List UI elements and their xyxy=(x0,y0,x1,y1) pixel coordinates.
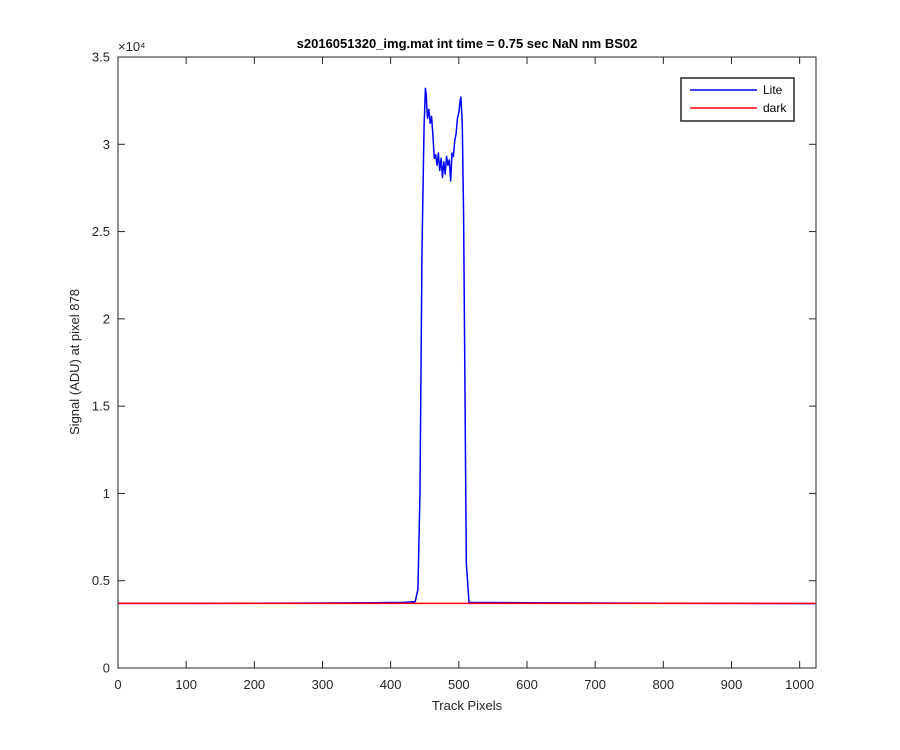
x-tick-label: 1000 xyxy=(785,677,814,692)
y-tick-label: 3 xyxy=(103,137,110,152)
y-axis-ticks: 0 0.5 1 1.5 2 2.5 3 3.5 xyxy=(92,50,816,676)
x-tick-label: 600 xyxy=(516,677,538,692)
x-tick-label: 300 xyxy=(312,677,334,692)
y-tick-label: 0 xyxy=(103,661,110,676)
x-tick-label: 800 xyxy=(652,677,674,692)
x-tick-label: 200 xyxy=(243,677,265,692)
series-line-lite xyxy=(118,87,817,605)
x-tick-label: 900 xyxy=(721,677,743,692)
x-axis-ticks: 0 100 200 300 400 500 600 700 800 900 1000 xyxy=(114,57,814,692)
x-tick-label: 500 xyxy=(448,677,470,692)
legend-box xyxy=(680,77,795,122)
x-tick-label: 400 xyxy=(380,677,402,692)
chart-title: s2016051320_img.mat int time = 0.75 sec … xyxy=(297,36,638,51)
legend: Lite dark xyxy=(680,77,795,122)
y-tick-label: 1.5 xyxy=(92,399,110,414)
legend-label-dark: dark xyxy=(763,101,787,115)
y-tick-label: 1 xyxy=(103,486,110,501)
x-tick-label: 0 xyxy=(114,677,121,692)
y-tick-label: 0.5 xyxy=(92,573,110,588)
y-tick-label: 2 xyxy=(103,311,110,326)
y-axis-label: Signal (ADU) at pixel 878 xyxy=(67,289,82,435)
y-tick-label: 2.5 xyxy=(92,224,110,239)
y-tick-label: 3.5 xyxy=(92,50,110,65)
x-tick-label: 700 xyxy=(584,677,606,692)
series-layer xyxy=(118,87,817,605)
axes-box xyxy=(117,56,817,669)
x-axis-label: Track Pixels xyxy=(432,698,503,713)
x-tick-label: 100 xyxy=(175,677,197,692)
legend-label-lite: Lite xyxy=(763,83,783,97)
y-exponent-label: ×10⁴ xyxy=(118,39,146,54)
